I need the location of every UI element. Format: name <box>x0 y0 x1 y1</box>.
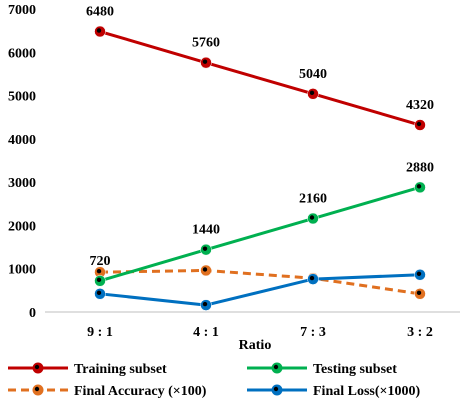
data-point-center <box>202 301 208 307</box>
y-tick-label: 3000 <box>8 176 36 191</box>
data-label: 5040 <box>299 67 327 82</box>
legend-label: Final Loss(×1000) <box>313 384 420 399</box>
x-tick-label: 3 : 2 <box>407 325 433 340</box>
legend-swatch-marker-center <box>34 364 40 370</box>
legend-swatch-marker-center <box>273 386 279 392</box>
x-tick-label: 7 : 3 <box>300 325 326 340</box>
y-tick-label: 1000 <box>8 263 36 278</box>
data-point-center <box>309 90 315 96</box>
legend-label: Testing subset <box>313 362 397 377</box>
legend-label: Training subset <box>74 362 167 377</box>
y-tick-label: 0 <box>29 306 36 321</box>
data-label: 4320 <box>406 98 434 113</box>
data-point-center <box>416 290 422 296</box>
data-point-center <box>309 215 315 220</box>
data-label: 2160 <box>299 192 327 207</box>
data-point-center <box>202 59 208 64</box>
data-point-center <box>416 121 422 127</box>
x-tick-label: 4 : 1 <box>193 325 219 340</box>
series-line-1 <box>99 185 421 283</box>
data-point-center <box>202 267 208 272</box>
series-line-2 <box>99 268 421 296</box>
x-axis-title: Ratio <box>239 338 272 353</box>
y-tick-label: 4000 <box>8 133 36 148</box>
data-label: 720 <box>90 254 111 269</box>
data-point-center <box>416 184 422 189</box>
data-label: 1440 <box>192 223 220 238</box>
y-tick-label: 2000 <box>8 219 36 234</box>
data-point-center <box>96 277 102 283</box>
legend-swatch-marker-center <box>273 364 279 370</box>
data-point-center <box>96 290 102 296</box>
y-tick-label: 7000 <box>8 3 36 18</box>
y-tick-label: 5000 <box>8 90 36 105</box>
data-point-center <box>96 268 102 274</box>
data-label: 6480 <box>86 5 114 20</box>
legend-label: Final Accuracy (×100) <box>74 384 207 399</box>
y-tick-label: 6000 <box>8 46 36 61</box>
data-label: 2880 <box>406 160 434 175</box>
legend-swatch-marker-center <box>34 386 40 392</box>
data-point-center <box>202 246 208 251</box>
series-line-0 <box>99 30 421 127</box>
data-point-center <box>309 275 315 281</box>
data-label: 5760 <box>192 36 220 51</box>
series-line-3 <box>99 273 421 307</box>
x-tick-label: 9 : 1 <box>87 325 113 340</box>
data-point-center <box>416 271 422 276</box>
data-point-center <box>96 28 102 33</box>
